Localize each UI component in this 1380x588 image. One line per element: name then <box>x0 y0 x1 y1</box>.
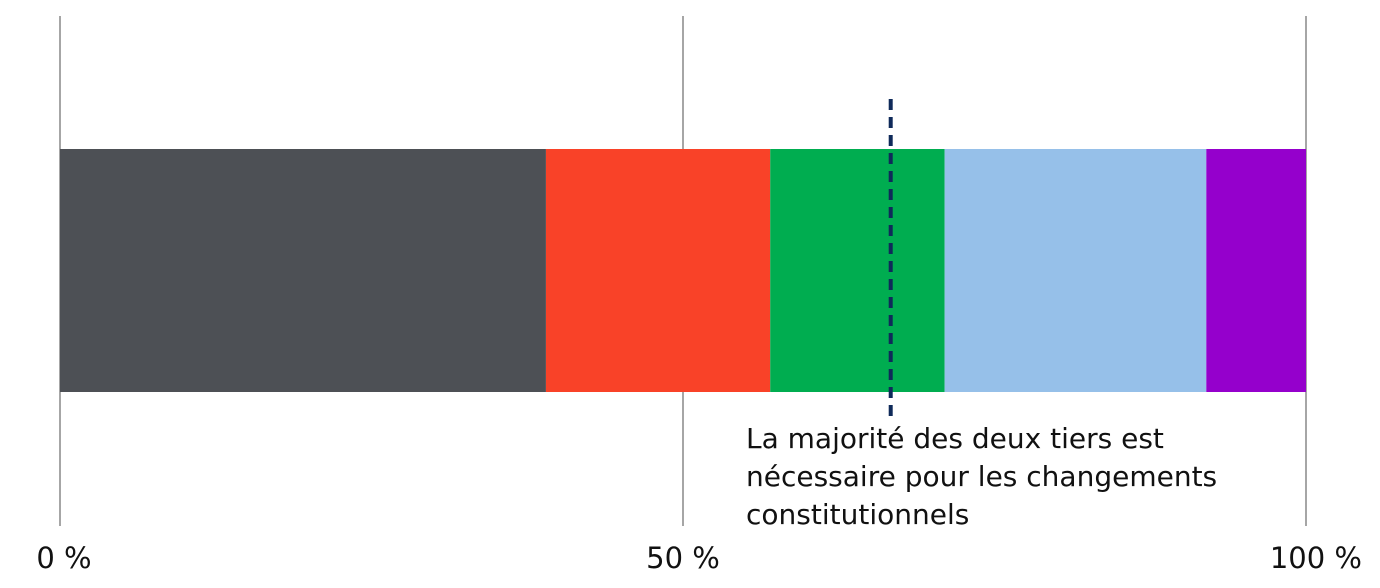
annotation-line-1: La majorité des deux tiers est <box>746 422 1164 455</box>
annotation-line-2: nécessaire pour les changements <box>746 460 1217 493</box>
bar-segment-5 <box>1206 149 1306 392</box>
x-axis-ticks: 0 % 50 % 100 % <box>36 541 1362 575</box>
bar-segment-1 <box>60 149 546 392</box>
annotation-group: La majorité des deux tiers est nécessaire… <box>746 422 1217 531</box>
x-tick-label-50: 50 % <box>646 541 720 575</box>
x-tick-label-100: 100 % <box>1270 541 1362 575</box>
bar-segments <box>60 149 1306 392</box>
bar-segment-3 <box>770 149 945 392</box>
bar-segment-4 <box>944 149 1207 392</box>
annotation-line-3: constitutionnels <box>746 498 969 531</box>
bar-segment-2 <box>545 149 771 392</box>
x-tick-label-0: 0 % <box>36 541 91 575</box>
